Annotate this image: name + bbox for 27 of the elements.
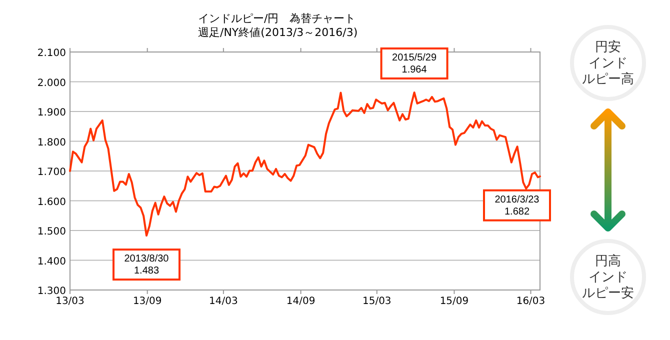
y-tick-label: 1.500: [37, 226, 66, 238]
chart-subtitle: 週足/NY終値(2013/3～2016/3): [198, 26, 358, 39]
note-box: 2015/5/29 1.964: [380, 47, 448, 80]
y-tick-label: 1.700: [37, 167, 66, 178]
annotation: 2016/3/23 1.682: [494, 194, 540, 218]
line-series: [69, 91, 541, 237]
chart-title: インドルピー/円 為替チャート: [198, 12, 356, 25]
text: 円安インドルピー高: [582, 39, 634, 87]
y-tick-label: 1.300: [37, 286, 66, 297]
x-tick-label: 15/09: [440, 296, 469, 307]
y-tick-label: 2.000: [37, 78, 66, 89]
y-tick-label: 2.100: [37, 48, 66, 59]
y-tick-label: 1.600: [37, 196, 66, 208]
x-tick-label: 15/03: [362, 296, 392, 307]
x-tick-label: 13/09: [132, 296, 162, 307]
y-tick-label: 1.800: [37, 137, 66, 148]
x-tick-label: 16/03: [516, 296, 546, 307]
y-tick-label: 1.900: [37, 108, 66, 118]
x-tick-label: 14/09: [286, 296, 316, 307]
note-box: 2016/3/23 1.682: [483, 189, 551, 222]
text: 円高インドルピー安: [582, 253, 634, 301]
x-tick-label: 13/03: [56, 296, 84, 307]
x-tick-label: 14/03: [209, 296, 238, 307]
note-box: 2013/8/30 1.483: [112, 248, 180, 281]
annotation: 2013/8/30 1.483: [124, 254, 170, 277]
y-tick-label: 1.400: [37, 256, 66, 268]
annotation: 2015/5/29 1.964: [392, 52, 437, 76]
